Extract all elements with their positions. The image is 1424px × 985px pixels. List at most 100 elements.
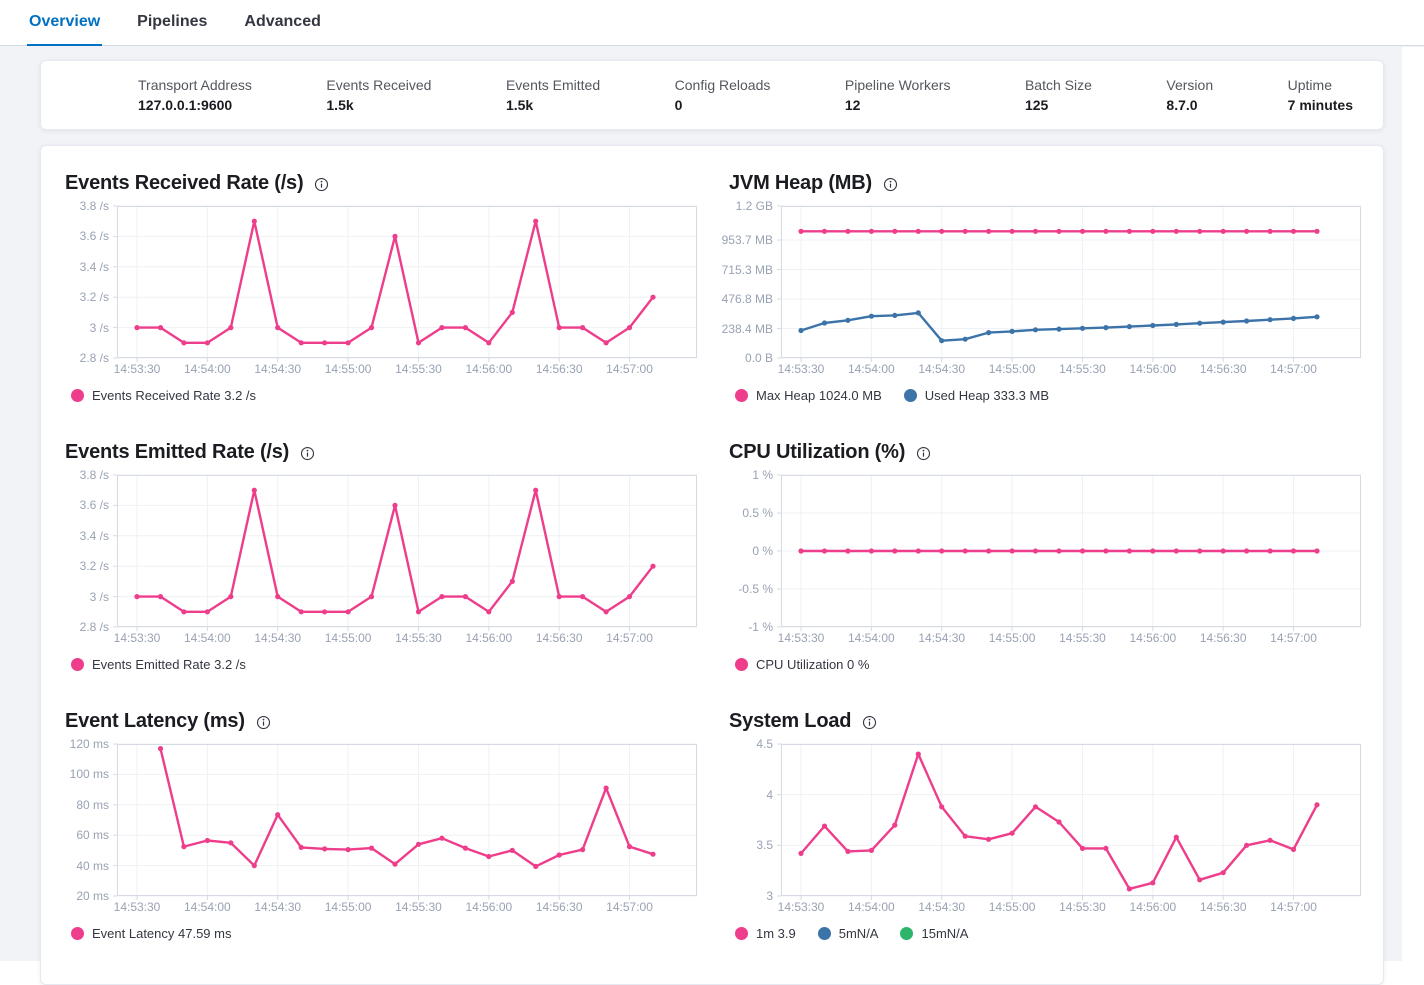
plot-wrap: 14:53:30 14:54:00 14:54:30 14:55:00 14:55:30… xyxy=(777,743,1361,915)
summary-value: 7 minutes xyxy=(1287,97,1353,113)
legend-dot-icon xyxy=(71,389,84,402)
plot-wrap: 14:53:30 14:54:00 14:54:30 14:55:00 14:55:30… xyxy=(113,474,697,646)
chart-plot[interactable] xyxy=(113,474,697,631)
chart-plot[interactable] xyxy=(777,205,1361,362)
charts-panel: Events Received Rate (/s) 3.8 /s 3.6 /s 3.… xyxy=(40,145,1384,985)
summary-label: Config Reloads xyxy=(674,77,771,93)
y-axis-labels: 4.5 4 3.5 3 xyxy=(756,737,773,903)
chart-legend: Events Received Rate 3.2 /s xyxy=(71,388,697,403)
summary-item: Uptime 7 minutes xyxy=(1288,77,1353,113)
chart-card: Events Received Rate (/s) 3.8 /s 3.6 /s 3.… xyxy=(65,172,697,403)
plot-wrap: 14:53:30 14:54:00 14:54:30 14:55:00 14:55:30… xyxy=(777,474,1361,646)
chart-legend: Event Latency 47.59 ms xyxy=(71,926,697,941)
summary-label: Events Emitted xyxy=(505,77,601,93)
chart-header: JVM Heap (MB) xyxy=(729,172,1361,195)
plot-wrap: 14:53:30 14:54:00 14:54:30 14:55:00 14:55:30… xyxy=(113,743,697,915)
chart-title: Event Latency (ms) xyxy=(65,710,245,732)
info-icon[interactable] xyxy=(314,177,329,192)
summary-bar: Transport Address 127.0.0.1:9600 Events Re… xyxy=(40,60,1384,130)
legend-item[interactable]: Event Latency 47.59 ms xyxy=(71,926,231,941)
plot-wrap: 14:53:30 14:54:00 14:54:30 14:55:00 14:55:30… xyxy=(777,205,1361,377)
chart-header: Events Emitted Rate (/s) xyxy=(65,441,697,464)
summary-item: Events Received 1.5k xyxy=(326,77,431,113)
summary-value: 125 xyxy=(1024,97,1049,113)
chart-plot[interactable] xyxy=(113,743,697,900)
chart-grid: Events Received Rate (/s) 3.8 /s 3.6 /s 3.… xyxy=(65,172,1361,941)
summary-label: Events Received xyxy=(326,77,432,93)
x-axis-labels: 14:53:30 14:54:00 14:54:30 14:55:00 14:55:30… xyxy=(113,631,653,645)
summary-item: Pipeline Workers 12 xyxy=(845,77,951,113)
chart-body: 1.2 GB 953.7 MB 715.3 MB 476.8 MB 238.4 MB 0.… xyxy=(722,199,1361,377)
chart-legend: Events Emitted Rate 3.2 /s xyxy=(71,657,697,672)
summary-value: 0 xyxy=(674,97,683,113)
y-axis-labels: 120 ms 100 ms 80 ms 60 ms 40 ms 20 ms xyxy=(69,737,109,903)
legend-dot-icon xyxy=(903,389,917,402)
chart-title: Events Received Rate (/s) xyxy=(65,172,304,194)
chart-legend: 1m 3.9 5mN/A 15mN/A xyxy=(735,926,1361,941)
legend-label: Events Received Rate 3.2 /s xyxy=(92,388,257,403)
summary-value: 12 xyxy=(844,97,861,113)
y-axis-labels: 1 % 0.5 % 0 % -0.5 % -1 % xyxy=(738,468,773,634)
legend-item[interactable]: Events Received Rate 3.2 /s xyxy=(71,388,256,403)
summary-label: Transport Address xyxy=(138,77,252,93)
chart-card: JVM Heap (MB) 1.2 GB 953.7 MB 715.3 MB 476.… xyxy=(722,172,1361,403)
legend-item[interactable]: 1m 3.9 xyxy=(735,926,796,941)
summary-value: 127.0.0.1:9600 xyxy=(138,97,233,113)
legend-dot-icon xyxy=(900,927,914,940)
y-axis-labels: 3.8 /s 3.6 /s 3.4 /s 3.2 /s 3 /s 2.8 /s xyxy=(79,468,109,634)
info-icon[interactable] xyxy=(256,715,271,730)
summary-item: Version 8.7.0 xyxy=(1166,77,1213,113)
tab-advanced[interactable]: Advanced xyxy=(242,0,322,46)
legend-dot-icon xyxy=(735,927,748,940)
legend-dot-icon xyxy=(735,658,748,671)
info-icon[interactable] xyxy=(883,177,898,192)
legend-item[interactable]: Max Heap 1024.0 MB xyxy=(735,388,882,403)
legend-label: 5mN/A xyxy=(838,926,879,941)
info-icon[interactable] xyxy=(862,715,877,730)
tab-pipelines[interactable]: Pipelines xyxy=(135,0,209,46)
summary-value: 1.5k xyxy=(326,97,354,113)
summary-item: Config Reloads 0 xyxy=(675,77,771,113)
legend-item[interactable]: 15mN/A xyxy=(900,926,968,941)
info-icon[interactable] xyxy=(300,446,315,461)
tab-overview[interactable]: Overview xyxy=(27,0,103,46)
legend-item[interactable]: CPU Utilization 0 % xyxy=(735,657,869,672)
x-axis-labels: 14:53:30 14:54:00 14:54:30 14:55:00 14:55:30… xyxy=(777,900,1317,914)
legend-label: Event Latency 47.59 ms xyxy=(92,926,232,941)
summary-item: Batch Size 125 xyxy=(1025,77,1092,113)
legend-label: Max Heap 1024.0 MB xyxy=(756,388,882,403)
legend-dot-icon xyxy=(735,389,748,402)
chart-header: Events Received Rate (/s) xyxy=(65,172,697,195)
chart-body: 3.8 /s 3.6 /s 3.4 /s 3.2 /s 3 /s 2.8 /s 14:53… xyxy=(65,468,697,646)
scrollbar-gutter[interactable] xyxy=(1402,47,1424,961)
legend-label: Used Heap 333.3 MB xyxy=(924,388,1050,403)
legend-label: 15mN/A xyxy=(921,926,969,941)
chart-header: System Load xyxy=(729,710,1361,733)
summary-value: 1.5k xyxy=(505,97,534,113)
chart-card: Event Latency (ms) 120 ms 100 ms 80 ms 60 m… xyxy=(65,710,697,941)
chart-plot[interactable] xyxy=(777,474,1361,631)
y-axis-labels: 3.8 /s 3.6 /s 3.4 /s 3.2 /s 3 /s 2.8 /s xyxy=(79,199,109,365)
chart-title: Events Emitted Rate (/s) xyxy=(65,441,290,463)
summary-label: Version xyxy=(1166,77,1214,93)
chart-legend: Max Heap 1024.0 MB Used Heap 333.3 MB xyxy=(735,388,1361,403)
page-content: Transport Address 127.0.0.1:9600 Events Re… xyxy=(0,46,1424,985)
x-axis-labels: 14:53:30 14:54:00 14:54:30 14:55:00 14:55:30… xyxy=(113,362,653,376)
chart-body: 4.5 4 3.5 3 14:53:30 14:54:00 14:54:30 14:55:0… xyxy=(729,737,1361,915)
chart-body: 3.8 /s 3.6 /s 3.4 /s 3.2 /s 3 /s 2.8 /s 14:53… xyxy=(65,199,697,377)
info-icon[interactable] xyxy=(916,446,931,461)
chart-legend: CPU Utilization 0 % xyxy=(735,657,1361,672)
legend-label: 1m 3.9 xyxy=(756,926,796,941)
legend-label: Events Emitted Rate 3.2 /s xyxy=(92,657,246,672)
x-axis-labels: 14:53:30 14:54:00 14:54:30 14:55:00 14:55:30… xyxy=(777,362,1317,376)
x-axis-labels: 14:53:30 14:54:00 14:54:30 14:55:00 14:55:30… xyxy=(113,900,653,914)
chart-title: System Load xyxy=(729,710,852,732)
chart-card: CPU Utilization (%) 1 % 0.5 % 0 % -0.5 % -1 … xyxy=(729,441,1361,672)
legend-item[interactable]: 5mN/A xyxy=(817,926,879,941)
chart-plot[interactable] xyxy=(113,205,697,362)
tab-bar: Overview Pipelines Advanced xyxy=(0,0,1424,46)
chart-plot[interactable] xyxy=(777,743,1361,900)
legend-item[interactable]: Used Heap 333.3 MB xyxy=(903,388,1050,403)
legend-item[interactable]: Events Emitted Rate 3.2 /s xyxy=(71,657,246,672)
